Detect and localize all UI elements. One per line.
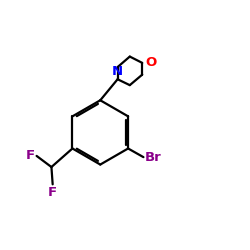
Text: F: F [26,149,35,162]
Text: Br: Br [145,151,162,164]
Text: N: N [112,65,123,78]
Text: O: O [145,56,156,69]
Text: F: F [48,186,57,199]
